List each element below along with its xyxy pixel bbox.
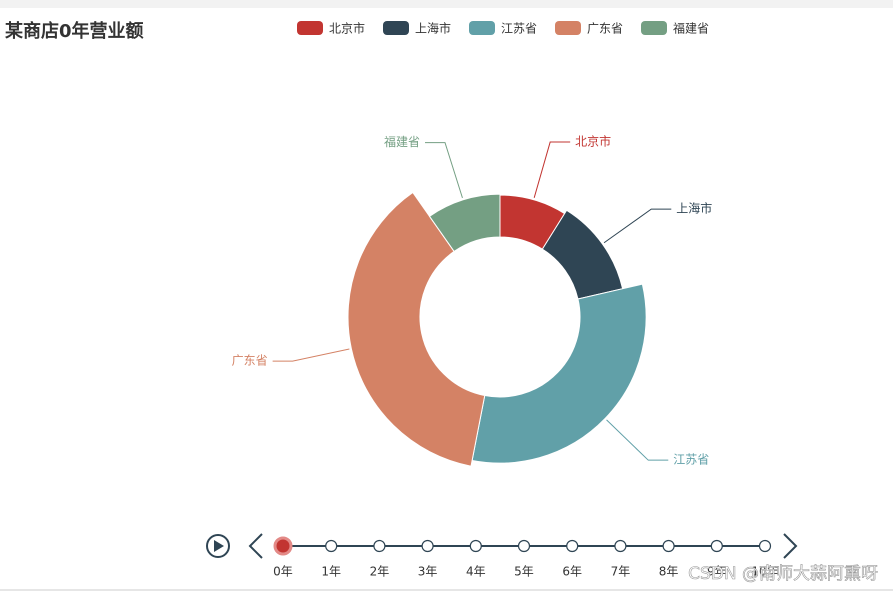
timeline-label[interactable]: 9年: [707, 565, 727, 579]
timeline-point[interactable]: [614, 539, 627, 553]
timeline-label[interactable]: 2年: [370, 565, 390, 579]
timeline-point[interactable]: [373, 539, 386, 553]
legend-swatch[interactable]: [297, 21, 323, 35]
play-button[interactable]: [206, 534, 230, 558]
timeline-point[interactable]: [566, 539, 579, 553]
pie-sector[interactable]: [471, 283, 647, 464]
pie-sector[interactable]: [428, 193, 501, 253]
slice-label: 北京市: [575, 134, 611, 149]
slice-label: 上海市: [676, 201, 712, 216]
timeline-point[interactable]: [325, 539, 338, 553]
legend-swatch[interactable]: [641, 21, 667, 35]
timeline-point[interactable]: [662, 539, 675, 553]
timeline-label[interactable]: 8年: [659, 565, 679, 579]
timeline-label[interactable]: 3年: [418, 565, 438, 579]
timeline-label[interactable]: 4年: [466, 565, 486, 579]
legend-label[interactable]: 福建省: [673, 21, 709, 36]
timeline-point[interactable]: [758, 539, 772, 553]
chart-title: 某商店0年营业额: [5, 20, 144, 42]
label-line: [603, 208, 672, 244]
timeline-label[interactable]: 1年: [321, 565, 341, 579]
legend-swatch[interactable]: [469, 21, 495, 35]
timeline-point[interactable]: [517, 539, 531, 553]
next-button[interactable]: [783, 533, 798, 559]
label-line: [425, 142, 463, 199]
slice-label: 江苏省: [673, 453, 709, 467]
timeline-point[interactable]: [469, 539, 482, 553]
timeline-label[interactable]: 10年: [751, 565, 778, 579]
top-bar: [0, 0, 893, 8]
pie-sector[interactable]: [347, 191, 486, 467]
timeline-current[interactable]: [273, 536, 293, 556]
timeline-label[interactable]: 5年: [514, 565, 534, 579]
slice-label: 广东省: [232, 354, 268, 368]
timeline-point[interactable]: [421, 539, 434, 553]
timeline-label[interactable]: 6年: [562, 565, 582, 579]
legend-label[interactable]: 广东省: [587, 22, 623, 36]
label-line: [606, 419, 669, 461]
watermark: CSDN @南师大蒜阿熏呀: [688, 564, 878, 584]
timeline-label[interactable]: 0年: [273, 565, 293, 579]
legend-swatch[interactable]: [555, 21, 581, 35]
legend-swatch[interactable]: [383, 21, 409, 35]
label-line: [272, 348, 350, 362]
label-line: [533, 141, 571, 198]
legend-label[interactable]: 北京市: [329, 21, 365, 36]
timeline-point[interactable]: [710, 539, 723, 553]
slice-label: 福建省: [384, 134, 420, 149]
prev-button[interactable]: [248, 533, 263, 559]
legend-label[interactable]: 上海市: [415, 21, 451, 36]
timeline-label[interactable]: 7年: [611, 565, 631, 579]
legend-label[interactable]: 江苏省: [501, 22, 537, 36]
